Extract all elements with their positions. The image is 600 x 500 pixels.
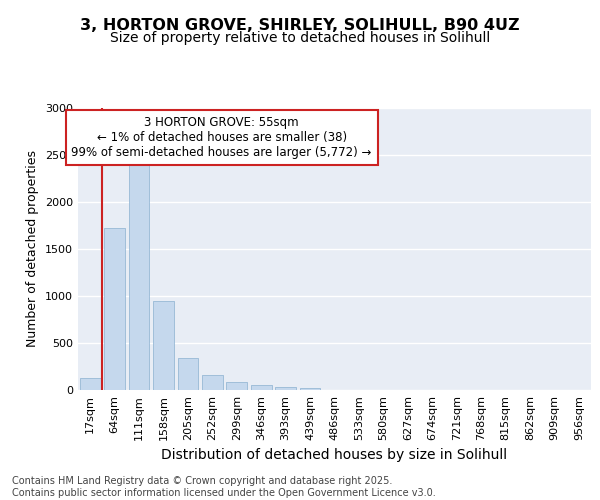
Bar bbox=[251, 386, 272, 390]
Bar bbox=[80, 378, 101, 390]
Bar bbox=[128, 165, 149, 390]
Text: Size of property relative to detached houses in Solihull: Size of property relative to detached ho… bbox=[110, 31, 490, 45]
Bar bbox=[104, 228, 125, 390]
Bar bbox=[275, 386, 296, 390]
Bar bbox=[226, 382, 247, 390]
Bar bbox=[299, 388, 320, 390]
Text: 3, HORTON GROVE, SHIRLEY, SOLIHULL, B90 4UZ: 3, HORTON GROVE, SHIRLEY, SOLIHULL, B90 … bbox=[80, 18, 520, 32]
Bar bbox=[153, 302, 174, 390]
Text: 3 HORTON GROVE: 55sqm
← 1% of detached houses are smaller (38)
99% of semi-detac: 3 HORTON GROVE: 55sqm ← 1% of detached h… bbox=[71, 116, 372, 159]
Bar bbox=[202, 376, 223, 390]
X-axis label: Distribution of detached houses by size in Solihull: Distribution of detached houses by size … bbox=[161, 448, 508, 462]
Bar bbox=[178, 358, 199, 390]
Text: Contains HM Land Registry data © Crown copyright and database right 2025.
Contai: Contains HM Land Registry data © Crown c… bbox=[12, 476, 436, 498]
Y-axis label: Number of detached properties: Number of detached properties bbox=[26, 150, 40, 348]
